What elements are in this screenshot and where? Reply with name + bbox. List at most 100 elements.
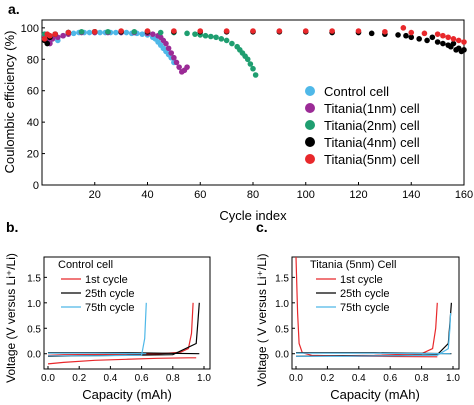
panel-a-ylabel: Coulombic efficiency (%) xyxy=(2,31,17,174)
data-point xyxy=(47,32,53,39)
ytick-label: 1.0 xyxy=(27,299,41,310)
panel-a-ytick-label: 20 xyxy=(27,149,39,161)
panel-c-ylabel: Voltage ( V versus Li⁺/Li) xyxy=(255,253,269,386)
xtick-label: 0.8 xyxy=(415,373,429,384)
data-point xyxy=(168,50,175,56)
data-point xyxy=(184,30,190,37)
data-point xyxy=(461,47,467,53)
legend-label-control-cell: Control cell xyxy=(324,84,389,99)
panel-a-marks xyxy=(41,25,467,78)
panel-c-plot: 0.0 0.2 0.4 0.6 0.8 1.0 0.0 0.5 1.0 1.5 1st cycle… xyxy=(255,253,460,402)
panel-b-ylabel: Voltage (V versus Li⁺/Li) xyxy=(4,253,18,383)
panel-a-xtick-label: 40 xyxy=(141,189,153,201)
ytick-label: 0.0 xyxy=(275,350,289,361)
data-point xyxy=(355,28,362,34)
data-point xyxy=(450,40,457,47)
data-point xyxy=(455,37,462,44)
data-point xyxy=(252,72,259,78)
ytick-label: 1.5 xyxy=(275,273,289,284)
series-titania-2nm-cell xyxy=(41,28,259,78)
data-point xyxy=(105,28,111,35)
panel-label-a: a. xyxy=(8,1,20,17)
data-point xyxy=(97,29,103,36)
xtick-label: 1.0 xyxy=(197,373,211,384)
panel-label-c: c. xyxy=(256,219,268,235)
legend-label-75th-cycle: 75th cycle xyxy=(85,302,135,314)
panel-a-ytick-label: 0 xyxy=(33,180,39,192)
data-point xyxy=(149,31,156,37)
data-point xyxy=(276,28,283,34)
data-point xyxy=(60,32,66,39)
legend-marker-titania-1nm-cell xyxy=(305,103,315,113)
panel-label-b: b. xyxy=(6,219,18,235)
data-point xyxy=(157,29,164,36)
data-point xyxy=(202,32,209,39)
data-point xyxy=(445,34,451,41)
legend-label-75th-cycle: 75th cycle xyxy=(340,302,390,314)
panel-a-legend: Control cell Titania(1nm) cell Titania(2nm… xyxy=(305,84,420,167)
data-point xyxy=(70,30,77,37)
data-point xyxy=(461,39,467,45)
ytick-label: 1.5 xyxy=(27,273,41,284)
panel-b-plot: 0.0 0.2 0.4 0.6 0.8 1.0 0.0 0.5 1.0 1.5 1st cycle… xyxy=(4,253,211,402)
data-point xyxy=(192,31,198,37)
panel-b-legend-title: Control cell xyxy=(58,259,113,271)
legend-label-titania-5nm-cell: Titania(5nm) cell xyxy=(324,152,420,167)
panel-c-legend: 1st cycle 25th cycle 75th cycle xyxy=(316,274,390,314)
xtick-label: 0.0 xyxy=(41,373,55,384)
data-point xyxy=(223,37,230,44)
xtick-label: 0.2 xyxy=(72,373,86,384)
data-point xyxy=(65,29,72,36)
xtick-label: 1.0 xyxy=(446,373,460,384)
data-point xyxy=(41,36,48,42)
xtick-label: 0.6 xyxy=(383,373,397,384)
data-point xyxy=(123,29,130,36)
data-point xyxy=(78,28,85,35)
panel-c-marks xyxy=(295,256,452,358)
data-point xyxy=(329,28,335,34)
data-point xyxy=(176,64,182,70)
panel-a-xtick-label: 120 xyxy=(349,189,367,201)
legend-marker-titania-4nm-cell xyxy=(305,137,315,147)
data-point xyxy=(223,28,230,34)
data-point xyxy=(91,28,98,35)
data-point xyxy=(86,29,93,36)
legend-label-titania-2nm-cell: Titania(2nm) cell xyxy=(324,118,420,133)
xtick-label: 0.2 xyxy=(320,373,334,384)
data-point xyxy=(208,33,214,40)
panel-a-plot: 20 40 60 80 100 120 140 160 0 20 40 60 80 100 Control… xyxy=(2,19,473,223)
panel-a-xtick-label: 20 xyxy=(89,189,101,201)
data-point xyxy=(131,28,138,35)
data-point xyxy=(165,45,172,52)
data-point xyxy=(421,30,428,37)
panel-b-frame xyxy=(43,256,211,370)
panel-c-frame xyxy=(291,256,460,370)
panel-b-axis-ticks: 0.0 0.2 0.4 0.6 0.8 1.0 0.0 0.5 1.0 1.5 xyxy=(27,273,211,384)
data-point xyxy=(450,36,457,42)
legend-label-25th-cycle: 25th cycle xyxy=(85,288,135,300)
data-point xyxy=(44,40,51,47)
data-point xyxy=(368,30,375,37)
data-point xyxy=(395,32,401,38)
panel-a-xtick-label: 100 xyxy=(297,189,315,201)
ytick-label: 0.5 xyxy=(275,324,289,335)
discharge-curve-75th-cycle xyxy=(296,352,451,355)
legend-marker-control-cell xyxy=(305,86,315,96)
data-point xyxy=(382,28,388,35)
panel-b-marks xyxy=(47,302,200,365)
panel-c-axis-ticks: 0.0 0.2 0.4 0.6 0.8 1.0 0.0 0.5 1.0 1.5 xyxy=(275,273,460,384)
discharge-curve-1st-cycle xyxy=(47,357,197,365)
panel-b-legend: 1st cycle 25th cycle 75th cycle xyxy=(61,274,135,314)
panel-b-xlabel: Capacity (mAh) xyxy=(82,387,172,402)
legend-label-titania-4nm-cell: Titania(4nm) cell xyxy=(324,135,420,150)
data-point xyxy=(250,28,256,34)
data-point xyxy=(197,28,204,34)
data-point xyxy=(244,56,251,63)
legend-marker-titania-5nm-cell xyxy=(305,154,315,164)
data-point xyxy=(144,28,151,34)
xtick-label: 0.6 xyxy=(135,373,149,384)
data-point xyxy=(408,34,415,41)
ytick-label: 0.5 xyxy=(27,324,41,335)
panel-a-ytick-label: 60 xyxy=(27,86,39,98)
